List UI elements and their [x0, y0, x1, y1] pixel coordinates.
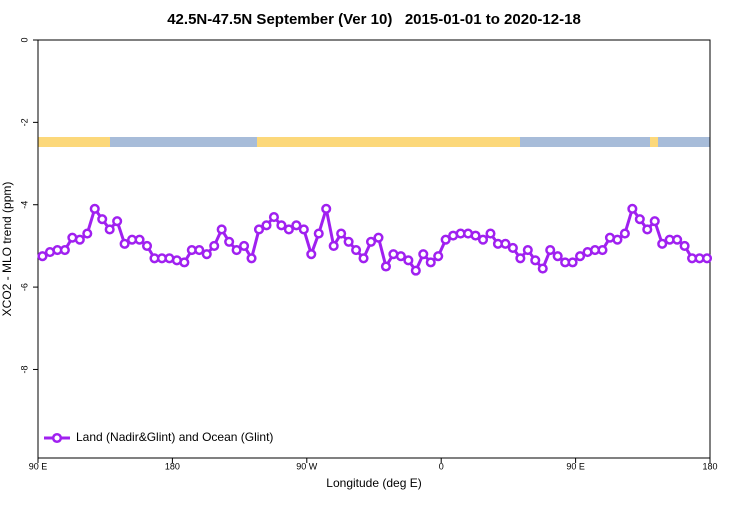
land-strip	[38, 137, 110, 147]
land-strip	[650, 137, 658, 147]
data-point	[418, 249, 429, 260]
data-point	[336, 228, 347, 239]
data-point	[201, 249, 212, 260]
data-point	[657, 238, 668, 249]
data-point	[246, 253, 257, 264]
ocean-strip	[520, 137, 650, 147]
y-tick-label: -2	[19, 118, 29, 126]
data-point	[410, 265, 421, 276]
data-point	[119, 238, 130, 249]
data-point	[477, 234, 489, 245]
x-axis-label: Longitude (deg E)	[326, 476, 421, 490]
data-point	[134, 234, 145, 245]
data-point	[37, 251, 48, 262]
data-point	[567, 257, 578, 268]
data-point	[74, 234, 85, 245]
data-point	[224, 236, 235, 247]
data-point	[351, 244, 362, 256]
data-point	[440, 234, 451, 245]
data-point	[291, 220, 302, 231]
data-point	[403, 255, 414, 266]
data-point	[179, 257, 190, 268]
data-point	[642, 224, 653, 235]
data-point	[298, 224, 309, 235]
data-point	[283, 224, 294, 235]
y-tick-label: -6	[19, 283, 29, 291]
data-point	[672, 234, 683, 245]
data-point	[82, 228, 93, 239]
data-point	[112, 216, 123, 227]
data-point	[239, 240, 250, 251]
y-tick-label: -4	[19, 201, 29, 209]
x-tick-label: 90 W	[296, 461, 318, 471]
data-point	[276, 220, 287, 231]
ocean-strip	[110, 137, 257, 147]
data-point	[358, 253, 369, 264]
data-point	[373, 232, 384, 243]
y-tick-label: -8	[19, 365, 29, 373]
data-point	[679, 240, 690, 251]
data-point	[522, 244, 533, 256]
x-tick-label: 90 E	[29, 461, 48, 471]
legend-label: Land (Nadir&Glint) and Ocean (Glint)	[76, 430, 273, 444]
data-point	[500, 238, 511, 249]
data-point	[470, 230, 481, 241]
data-point	[104, 224, 115, 235]
data-point	[380, 261, 391, 272]
data-point	[612, 234, 623, 245]
data-point	[97, 214, 108, 225]
data-point	[313, 228, 324, 239]
data-point	[634, 214, 645, 225]
data-point	[425, 257, 436, 268]
data-point	[209, 240, 220, 251]
data-point	[261, 220, 272, 231]
data-point	[627, 203, 638, 214]
x-tick-label: 180	[165, 461, 180, 471]
data-point	[575, 251, 586, 262]
data-point	[89, 203, 100, 214]
data-point	[619, 228, 630, 239]
data-point	[597, 244, 608, 256]
data-point	[649, 216, 660, 227]
data-point	[537, 263, 548, 274]
data-point	[485, 228, 496, 239]
data-point	[306, 249, 317, 260]
chart-title: 42.5N-47.5N September (Ver 10) 2015-01-0…	[167, 11, 581, 28]
data-point	[141, 240, 153, 251]
data-point	[343, 236, 354, 247]
data-point	[701, 253, 713, 264]
data-point	[530, 255, 541, 266]
x-tick-label: 180	[702, 461, 717, 471]
data-point	[545, 244, 556, 256]
land-strip	[257, 137, 520, 147]
x-tick-label: 0	[439, 461, 444, 471]
data-point	[507, 242, 518, 254]
surface-strip	[38, 137, 710, 147]
legend-marker	[51, 432, 63, 444]
data-point	[231, 244, 242, 256]
y-tick-label: 0	[19, 37, 29, 42]
data-point	[328, 240, 339, 251]
data-point	[268, 212, 279, 223]
data-point	[395, 251, 406, 262]
data-point	[216, 224, 227, 235]
x-tick-label: 90 E	[566, 461, 585, 471]
data-point	[59, 244, 70, 256]
y-axis-label: XCO2 - MLO trend (ppm)	[0, 182, 14, 317]
data-point	[552, 251, 563, 262]
data-point	[433, 251, 444, 262]
data-point	[321, 203, 332, 214]
data-point	[194, 244, 205, 256]
data-point	[365, 236, 377, 247]
plot-frame	[37, 39, 711, 459]
ocean-strip	[658, 137, 710, 147]
data-point	[253, 224, 265, 235]
data-point	[515, 253, 526, 264]
